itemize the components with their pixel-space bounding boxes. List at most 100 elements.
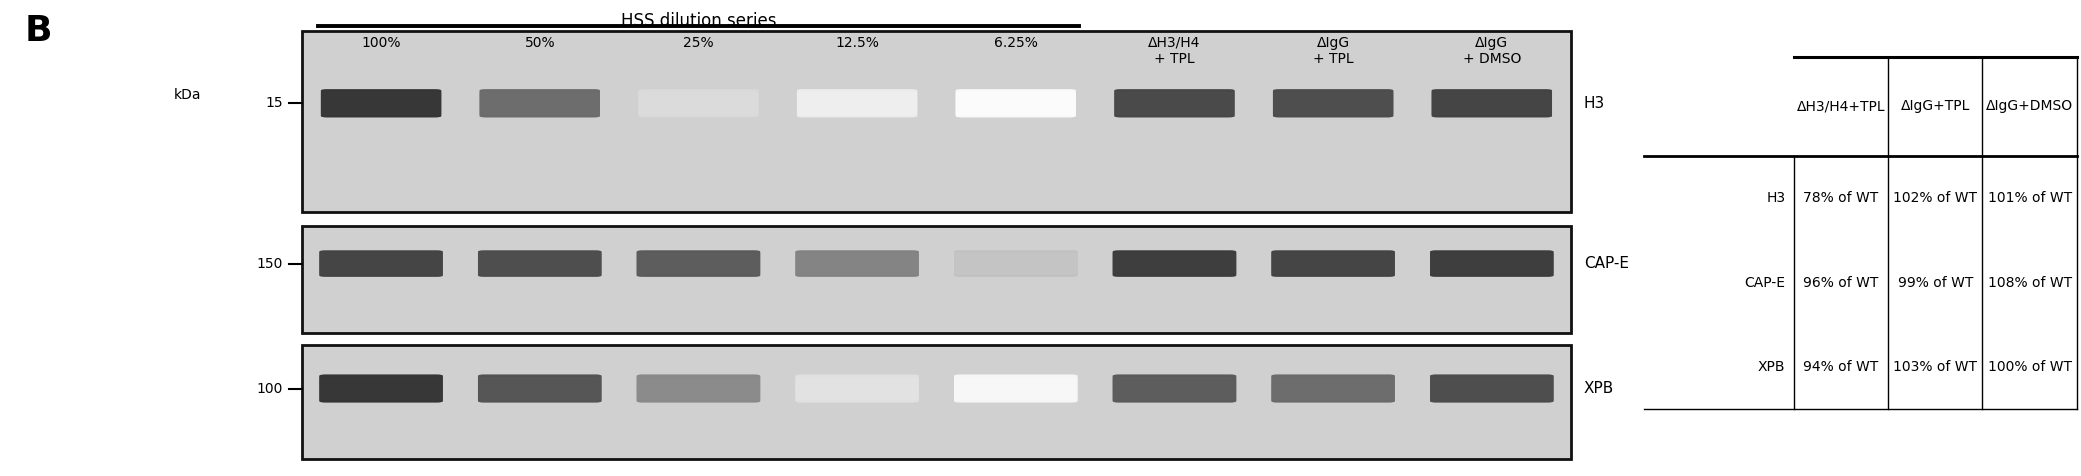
Text: ΔH3/H4+TPL: ΔH3/H4+TPL — [1796, 99, 1885, 113]
Bar — [302, 345, 1571, 459]
FancyBboxPatch shape — [1430, 377, 1555, 403]
FancyBboxPatch shape — [1113, 89, 1234, 118]
FancyBboxPatch shape — [318, 250, 443, 275]
FancyBboxPatch shape — [320, 89, 441, 115]
FancyBboxPatch shape — [479, 252, 601, 277]
Text: XPB: XPB — [1584, 381, 1615, 396]
Text: 99% of WT: 99% of WT — [1898, 276, 1973, 289]
FancyBboxPatch shape — [797, 89, 918, 115]
FancyBboxPatch shape — [318, 377, 443, 403]
Text: 150: 150 — [256, 257, 283, 270]
FancyBboxPatch shape — [795, 250, 920, 275]
Text: H3: H3 — [1584, 96, 1604, 111]
FancyBboxPatch shape — [797, 91, 918, 118]
FancyBboxPatch shape — [1432, 89, 1552, 115]
Text: ΔIgG+DMSO: ΔIgG+DMSO — [1985, 99, 2073, 113]
Text: 12.5%: 12.5% — [834, 36, 878, 50]
FancyBboxPatch shape — [1430, 250, 1555, 275]
FancyBboxPatch shape — [479, 377, 601, 403]
FancyBboxPatch shape — [1113, 89, 1234, 115]
FancyBboxPatch shape — [1271, 250, 1394, 275]
Text: 6.25%: 6.25% — [995, 36, 1038, 50]
FancyBboxPatch shape — [637, 250, 760, 277]
FancyBboxPatch shape — [953, 250, 1078, 277]
FancyBboxPatch shape — [1113, 91, 1234, 118]
Text: ΔIgG
+ DMSO: ΔIgG + DMSO — [1463, 36, 1521, 66]
FancyBboxPatch shape — [1271, 250, 1394, 277]
Text: HSS dilution series: HSS dilution series — [620, 12, 776, 30]
FancyBboxPatch shape — [318, 250, 443, 277]
Text: 100% of WT: 100% of WT — [1987, 360, 2073, 374]
Text: 100: 100 — [256, 381, 283, 396]
FancyBboxPatch shape — [795, 375, 920, 400]
FancyBboxPatch shape — [953, 250, 1078, 275]
FancyBboxPatch shape — [479, 89, 599, 115]
FancyBboxPatch shape — [1113, 250, 1236, 277]
FancyBboxPatch shape — [479, 250, 601, 275]
FancyBboxPatch shape — [953, 252, 1078, 277]
FancyBboxPatch shape — [953, 377, 1078, 403]
FancyBboxPatch shape — [797, 89, 918, 118]
FancyBboxPatch shape — [1274, 89, 1394, 115]
Text: XPB: XPB — [1758, 360, 1785, 374]
FancyBboxPatch shape — [318, 375, 443, 400]
Text: kDa: kDa — [173, 88, 202, 102]
FancyBboxPatch shape — [639, 89, 760, 118]
FancyBboxPatch shape — [1432, 91, 1552, 118]
FancyBboxPatch shape — [637, 252, 760, 277]
FancyBboxPatch shape — [1432, 89, 1552, 118]
Text: 100%: 100% — [362, 36, 402, 50]
FancyBboxPatch shape — [955, 91, 1076, 118]
FancyBboxPatch shape — [639, 89, 760, 115]
FancyBboxPatch shape — [1113, 252, 1236, 277]
Text: 50%: 50% — [524, 36, 556, 50]
FancyBboxPatch shape — [1271, 377, 1394, 403]
FancyBboxPatch shape — [318, 252, 443, 277]
FancyBboxPatch shape — [479, 375, 601, 403]
FancyBboxPatch shape — [1113, 375, 1236, 403]
FancyBboxPatch shape — [639, 91, 760, 118]
Text: ΔH3/H4
+ TPL: ΔH3/H4 + TPL — [1149, 36, 1201, 66]
Bar — [302, 31, 1571, 212]
FancyBboxPatch shape — [1271, 252, 1394, 277]
FancyBboxPatch shape — [1113, 250, 1236, 275]
FancyBboxPatch shape — [320, 91, 441, 118]
FancyBboxPatch shape — [1113, 377, 1236, 403]
FancyBboxPatch shape — [1430, 375, 1555, 400]
FancyBboxPatch shape — [795, 375, 920, 403]
Text: CAP-E: CAP-E — [1584, 256, 1629, 271]
FancyBboxPatch shape — [637, 377, 760, 403]
FancyBboxPatch shape — [1274, 91, 1394, 118]
FancyBboxPatch shape — [1271, 375, 1394, 403]
FancyBboxPatch shape — [1430, 252, 1555, 277]
Text: 94% of WT: 94% of WT — [1804, 360, 1879, 374]
FancyBboxPatch shape — [795, 252, 920, 277]
FancyBboxPatch shape — [637, 375, 760, 400]
FancyBboxPatch shape — [955, 89, 1076, 115]
FancyBboxPatch shape — [1274, 89, 1394, 118]
FancyBboxPatch shape — [1113, 375, 1236, 400]
Text: 103% of WT: 103% of WT — [1894, 360, 1977, 374]
FancyBboxPatch shape — [953, 375, 1078, 403]
Text: CAP-E: CAP-E — [1744, 276, 1785, 289]
FancyBboxPatch shape — [1430, 250, 1555, 277]
Text: 108% of WT: 108% of WT — [1987, 276, 2073, 289]
Text: 78% of WT: 78% of WT — [1804, 191, 1879, 205]
Text: ΔIgG
+ TPL: ΔIgG + TPL — [1313, 36, 1353, 66]
FancyBboxPatch shape — [479, 375, 601, 400]
Text: B: B — [25, 14, 52, 48]
Text: ΔIgG+TPL: ΔIgG+TPL — [1900, 99, 1971, 113]
FancyBboxPatch shape — [955, 89, 1076, 118]
FancyBboxPatch shape — [953, 375, 1078, 400]
Bar — [302, 226, 1571, 333]
FancyBboxPatch shape — [795, 250, 920, 277]
FancyBboxPatch shape — [479, 250, 601, 277]
FancyBboxPatch shape — [637, 250, 760, 275]
FancyBboxPatch shape — [637, 375, 760, 403]
Text: 101% of WT: 101% of WT — [1987, 191, 2073, 205]
FancyBboxPatch shape — [318, 375, 443, 403]
Text: 15: 15 — [266, 96, 283, 110]
FancyBboxPatch shape — [320, 89, 441, 118]
Text: H3: H3 — [1767, 191, 1785, 205]
FancyBboxPatch shape — [1271, 375, 1394, 400]
